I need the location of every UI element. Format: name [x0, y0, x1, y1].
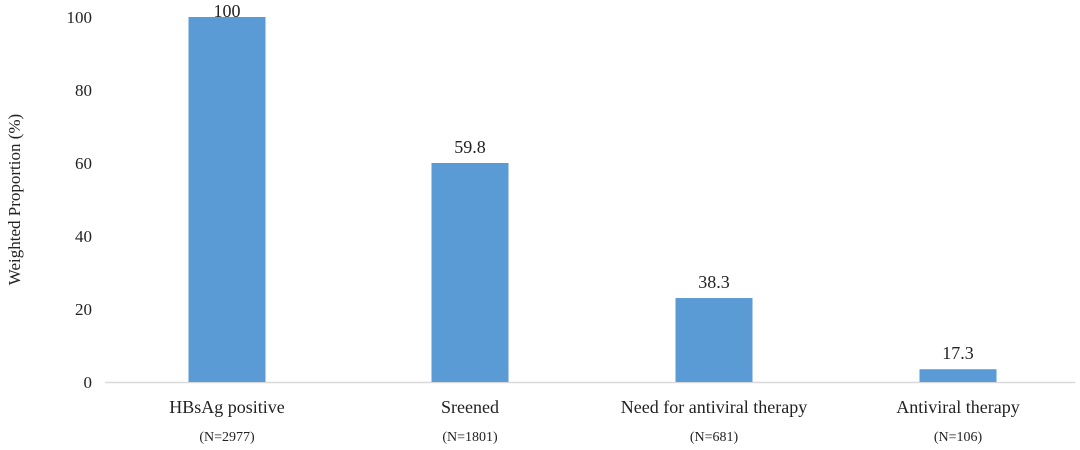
y-tick-labels: 0 20 40 60 80 100 [67, 8, 93, 392]
bar [675, 298, 753, 382]
bar [188, 17, 266, 382]
sample-size-label: (N=2977) [199, 430, 255, 445]
data-label: 59.8 [454, 137, 486, 157]
category-labels: HBsAg positive Sreened Need for antiviral … [169, 397, 1019, 417]
data-label: 100 [214, 1, 241, 21]
bar [919, 369, 997, 382]
data-label: 38.3 [698, 272, 730, 292]
category-label: Antiviral therapy [896, 397, 1019, 417]
bar [431, 163, 509, 382]
y-tick-label: 80 [75, 81, 92, 100]
sample-size-label: (N=681) [690, 430, 739, 445]
y-tick-label: 40 [75, 227, 92, 246]
data-label: 17.3 [942, 343, 974, 363]
y-axis-title: Weighted Proportion (%) [5, 114, 24, 285]
y-tick-label: 20 [75, 300, 92, 319]
y-tick-label: 60 [75, 154, 92, 173]
y-axis-label-group: Weighted Proportion (%) [5, 114, 24, 285]
y-tick-label: 0 [84, 373, 93, 392]
sample-size-label: (N=1801) [442, 430, 498, 445]
data-labels: 100 59.8 38.3 17.3 [214, 1, 974, 363]
sample-size-label: (N=106) [934, 430, 983, 445]
bars [188, 17, 997, 382]
category-label: Sreened [441, 397, 499, 417]
y-tick-label: 100 [67, 8, 93, 27]
category-label: HBsAg positive [169, 397, 285, 417]
category-label: Need for antiviral therapy [621, 397, 807, 417]
sample-size-labels: (N=2977) (N=1801) (N=681) (N=106) [199, 430, 982, 445]
